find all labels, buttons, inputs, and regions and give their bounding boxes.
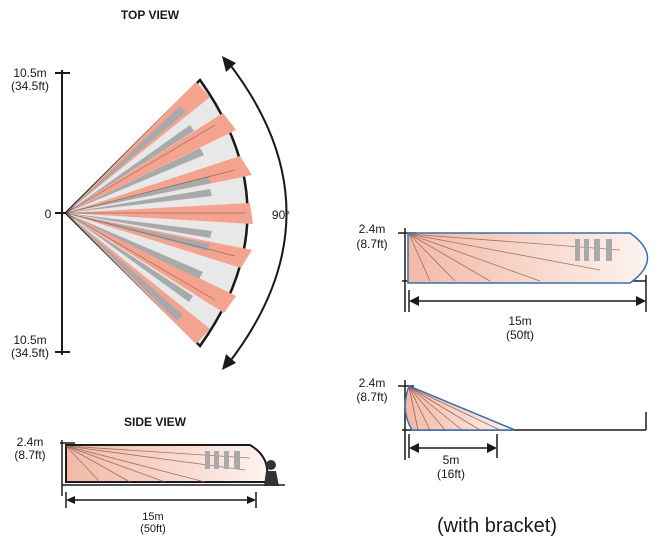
angle-label: 90° [272,208,290,222]
right-range-m: 15m [508,314,531,328]
right-height-ft: (8.7ft) [356,237,387,251]
top-view: TOP VIEW 10.5m (34.5ft) 0 10.5m (34.5ft) [11,8,290,370]
bracket-caption: (with bracket) [437,515,557,537]
zero-label: 0 [45,207,52,221]
side-height-ft: (8.7ft) [14,448,45,462]
bracket-height-ft: (8.7ft) [356,390,387,404]
right-range-ft: (50ft) [506,328,534,342]
top-label-m: 10.5m [13,66,46,80]
side-height-m: 2.4m [17,435,44,449]
person-icon [264,460,279,486]
top-label-ft: (34.5ft) [11,79,49,93]
side-range-ft: (50ft) [140,523,166,535]
bracket-range-m: 5m [443,453,460,467]
side-view-title: SIDE VIEW [124,415,187,429]
bottom-label-ft: (34.5ft) [11,346,49,360]
bracket-detection-area [404,385,516,431]
top-view-title: TOP VIEW [121,8,180,22]
right-height-m: 2.4m [359,222,386,236]
side-range-m: 15m [142,511,163,523]
bracket-height-m: 2.4m [359,376,386,390]
bracket-view: 2.4m (8.7ft) 5m (16ft) (with bracket) [356,376,647,537]
bracket-range-ft: (16ft) [437,467,465,481]
bottom-label-m: 10.5m [13,333,46,347]
side-view: SIDE VIEW 2.4m (8.7ft) [14,415,285,535]
angle-arc-arrow [227,61,288,365]
right-side-view: 2.4m (8.7ft) 15m (50ft) [356,222,649,342]
